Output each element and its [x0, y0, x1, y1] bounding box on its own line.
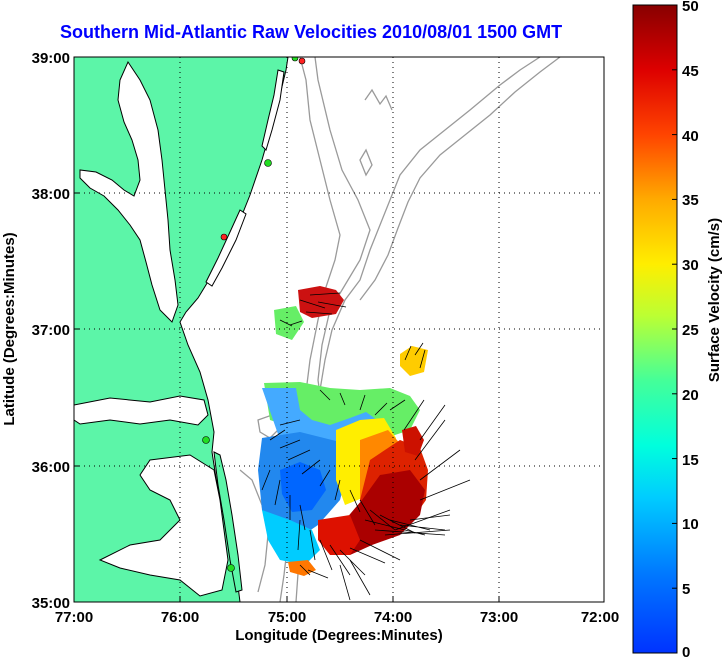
- station-marker: [291, 57, 299, 62]
- y-tick-label: 36:00: [32, 459, 70, 476]
- x-tick-label: 74:00: [374, 609, 412, 626]
- pamlico-sound: [98, 454, 229, 597]
- y-tick-label: 39:00: [32, 50, 70, 67]
- colorbar: [632, 4, 678, 654]
- velocity-vectors: [261, 292, 471, 601]
- colorbar-tick-label: 5: [682, 581, 690, 598]
- y-axis-label: Latitude (Degrees:Minutes): [1, 232, 18, 425]
- map-title: Southern Mid-Atlantic Raw Velocities 201…: [60, 22, 563, 42]
- x-tick-label: 76:00: [161, 609, 199, 626]
- colorbar-ticks: [672, 4, 677, 654]
- station-marker: [220, 233, 228, 241]
- colorbar-tick-label: 0: [682, 644, 690, 659]
- coastal-lagoon-south: [205, 209, 247, 287]
- y-tick-label: 37:00: [32, 322, 70, 339]
- colorbar-tick-label: 40: [682, 128, 699, 145]
- map-grid: [74, 57, 604, 602]
- x-axis-label: Longitude (Degrees:Minutes): [235, 627, 443, 644]
- colorbar-tick-label: 50: [682, 0, 699, 15]
- y-tick-label: 35:00: [32, 595, 70, 612]
- y-tick-label: 38:00: [32, 186, 70, 203]
- x-tick-label: 77:00: [55, 609, 93, 626]
- station-marker: [298, 57, 306, 65]
- velocity-field: [258, 286, 428, 576]
- colorbar-tick-label: 30: [682, 257, 699, 274]
- x-tick-label: 73:00: [480, 609, 518, 626]
- coastal-lagoon-north: [261, 69, 285, 151]
- colorbar-label: Surface Velocity (cm/s): [706, 218, 723, 382]
- albemarle-sound: [74, 395, 209, 426]
- station-marker: [202, 436, 210, 444]
- chesapeake-bay: [79, 60, 179, 323]
- outer-banks-strip: [213, 451, 243, 593]
- colorbar-tick-label: 25: [682, 322, 699, 339]
- x-tick-label: 72:00: [581, 609, 619, 626]
- colorbar-tick-label: 15: [682, 452, 699, 469]
- colorbar-tick-label: 10: [682, 516, 699, 533]
- colorbar-tick-label: 20: [682, 387, 699, 404]
- station-marker: [264, 159, 272, 167]
- station-marker: [227, 564, 235, 572]
- x-tick-label: 75:00: [268, 609, 306, 626]
- colorbar-tick-label: 35: [682, 192, 699, 209]
- colorbar-tick-label: 45: [682, 63, 699, 80]
- axis-ticks: [73, 56, 605, 603]
